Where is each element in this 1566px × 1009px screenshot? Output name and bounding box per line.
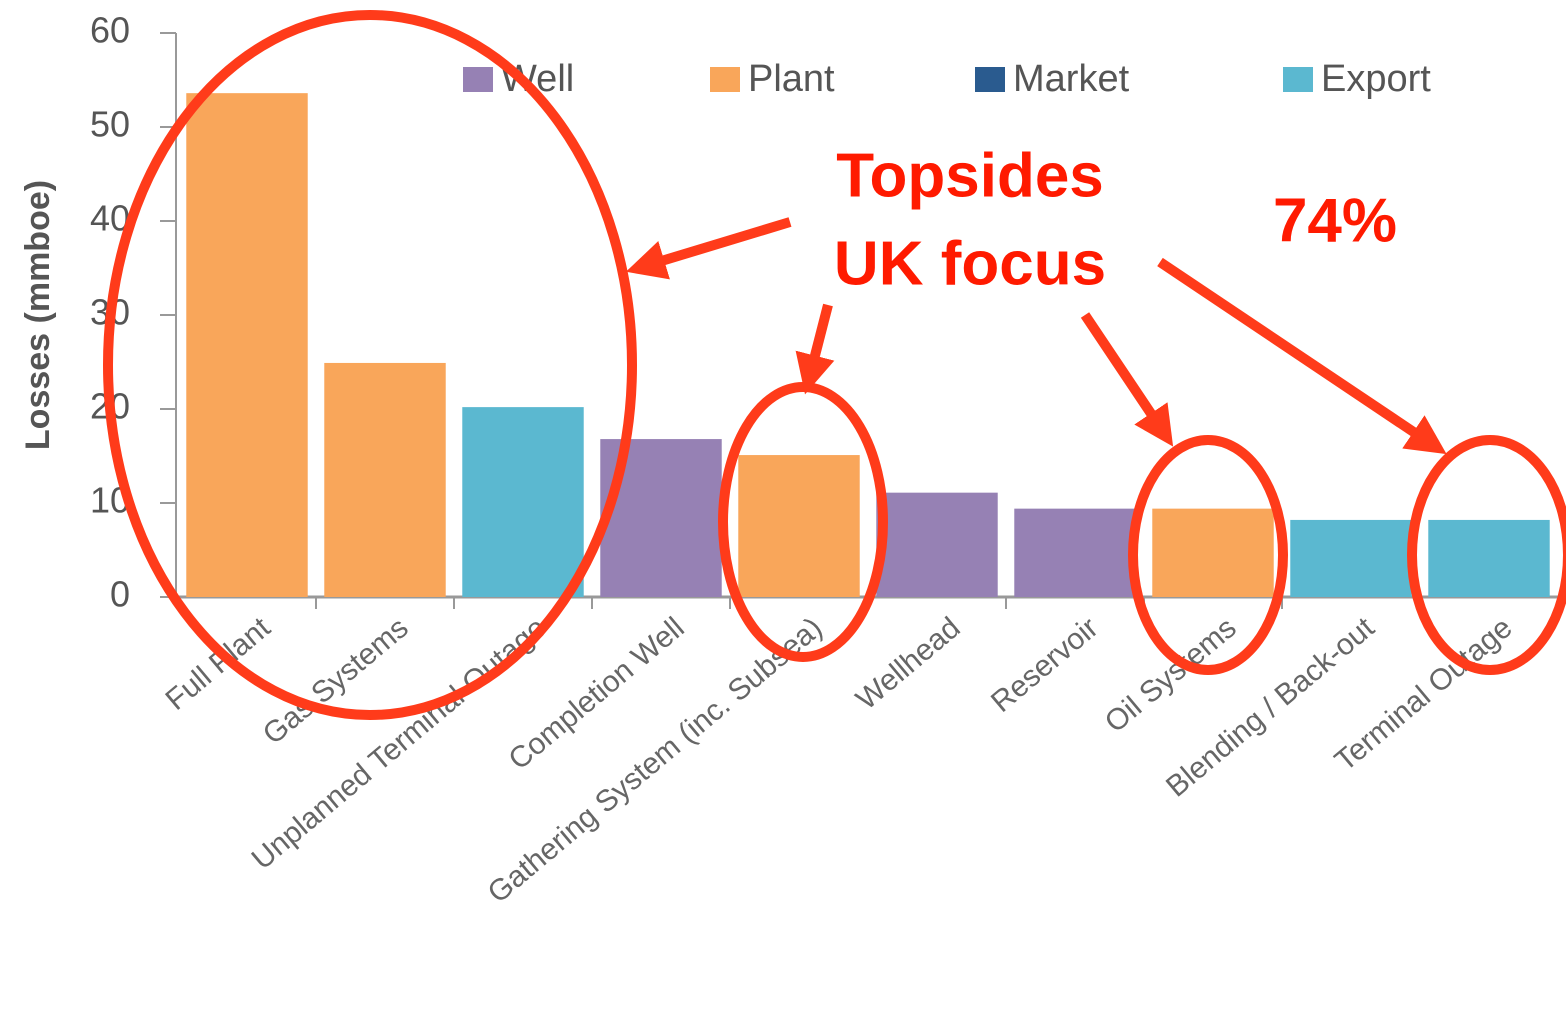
y-tick-label: 60 xyxy=(90,10,130,51)
bar xyxy=(1290,519,1412,597)
legend-swatch xyxy=(1283,67,1313,92)
bar xyxy=(1152,508,1274,597)
bar xyxy=(324,362,446,597)
x-tick-label: Wellhead xyxy=(850,611,967,716)
legend-swatch xyxy=(975,67,1005,92)
legend-label: Plant xyxy=(748,58,835,100)
bar xyxy=(738,455,860,597)
legend-label: Market xyxy=(1013,58,1130,100)
bar xyxy=(462,407,584,597)
highlights xyxy=(103,10,1566,720)
highlight-ellipse xyxy=(103,10,637,720)
x-tick-label: Full Plant xyxy=(160,611,278,717)
y-tick-label: 50 xyxy=(90,104,130,145)
y-tick-label: 0 xyxy=(110,574,130,615)
y-axis-label: Losses (mmboe) xyxy=(19,180,57,450)
bar xyxy=(876,492,998,597)
bar xyxy=(1428,519,1550,597)
arrow xyxy=(795,303,835,395)
arrow xyxy=(1157,257,1447,455)
bar xyxy=(186,93,308,597)
arrow xyxy=(1080,312,1174,447)
legend-swatch xyxy=(463,67,493,92)
x-tick-label: Unplanned Terminal Outage xyxy=(246,611,553,876)
highlight-ellipse xyxy=(1407,435,1566,675)
bar xyxy=(1014,508,1136,597)
x-tick-label: Reservoir xyxy=(985,611,1105,719)
annotation: 74% xyxy=(1273,186,1397,255)
legend-label: Export xyxy=(1321,58,1431,100)
annotation: UK focus xyxy=(834,229,1106,298)
annotation: Topsides xyxy=(836,141,1104,210)
highlight-ellipse xyxy=(1128,435,1288,675)
legend-swatch xyxy=(710,67,740,92)
x-tick-label: Oil Systems xyxy=(1099,611,1243,739)
arrow xyxy=(625,217,792,280)
